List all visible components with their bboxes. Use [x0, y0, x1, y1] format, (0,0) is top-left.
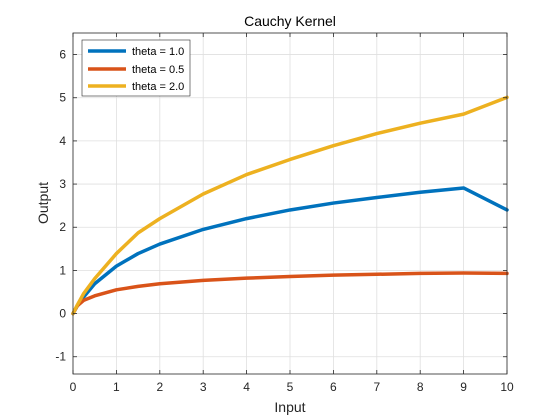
- x-tick-label: 9: [460, 380, 467, 394]
- y-tick-label: 3: [59, 177, 66, 191]
- x-tick-label: 3: [200, 380, 207, 394]
- x-axis-ticks: 0 1 2 3 4 5 6 7 8 9 10: [70, 33, 514, 394]
- x-axis-title: Input: [274, 399, 305, 415]
- y-axis-title: Output: [35, 182, 51, 224]
- x-tick-label: 4: [243, 380, 250, 394]
- y-axis-ticks: -1 0 1 2 3 4 5 6: [55, 48, 507, 364]
- x-tick-label: 10: [500, 380, 514, 394]
- series-line-theta-2-0: [71, 95, 509, 316]
- series-line-theta-0-5: [71, 271, 509, 316]
- series-line-theta-1-0: [71, 186, 509, 316]
- y-tick-label: 4: [59, 134, 66, 148]
- y-tick-label: 0: [59, 307, 66, 321]
- legend-label-theta-1-0: theta = 1.0: [132, 46, 184, 58]
- x-tick-label: 0: [70, 380, 77, 394]
- y-tick-label: 5: [59, 91, 66, 105]
- y-tick-label: 1: [59, 263, 66, 277]
- y-tick-label: 2: [59, 220, 66, 234]
- y-tick-label: -1: [55, 350, 66, 364]
- x-tick-label: 6: [330, 380, 337, 394]
- x-tick-label: 8: [417, 380, 424, 394]
- series-lines: [71, 95, 509, 316]
- chart-title: Cauchy Kernel: [244, 13, 336, 29]
- x-tick-label: 5: [287, 380, 294, 394]
- x-tick-label: 7: [373, 380, 380, 394]
- x-tick-label: 1: [113, 380, 120, 394]
- y-tick-label: 6: [59, 48, 66, 62]
- x-tick-label: 2: [156, 380, 163, 394]
- legend: theta = 1.0 theta = 0.5 theta = 2.0: [81, 39, 191, 97]
- legend-label-theta-0-5: theta = 0.5: [132, 64, 184, 76]
- legend-label-theta-2-0: theta = 2.0: [132, 81, 184, 93]
